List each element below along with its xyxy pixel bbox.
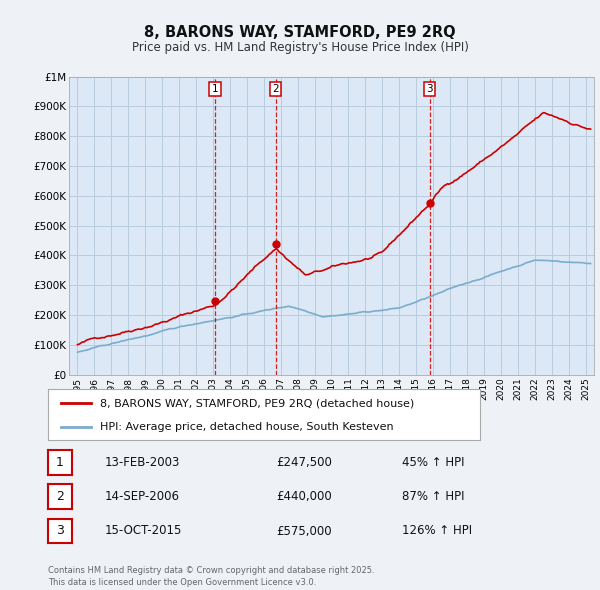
Text: 8, BARONS WAY, STAMFORD, PE9 2RQ (detached house): 8, BARONS WAY, STAMFORD, PE9 2RQ (detach… [100,398,414,408]
Text: 1: 1 [56,456,64,469]
Text: £440,000: £440,000 [276,490,332,503]
Text: 45% ↑ HPI: 45% ↑ HPI [402,456,464,469]
Text: £575,000: £575,000 [276,525,332,537]
Text: Price paid vs. HM Land Registry's House Price Index (HPI): Price paid vs. HM Land Registry's House … [131,41,469,54]
Text: 14-SEP-2006: 14-SEP-2006 [105,490,180,503]
Text: 13-FEB-2003: 13-FEB-2003 [105,456,181,469]
Text: Contains HM Land Registry data © Crown copyright and database right 2025.
This d: Contains HM Land Registry data © Crown c… [48,566,374,587]
Text: £247,500: £247,500 [276,456,332,469]
Text: 126% ↑ HPI: 126% ↑ HPI [402,525,472,537]
Text: 15-OCT-2015: 15-OCT-2015 [105,525,182,537]
Text: 87% ↑ HPI: 87% ↑ HPI [402,490,464,503]
Text: 2: 2 [272,84,279,94]
Text: 3: 3 [426,84,433,94]
Text: 8, BARONS WAY, STAMFORD, PE9 2RQ: 8, BARONS WAY, STAMFORD, PE9 2RQ [144,25,456,40]
Text: HPI: Average price, detached house, South Kesteven: HPI: Average price, detached house, Sout… [100,422,394,432]
Text: 3: 3 [56,525,64,537]
Text: 1: 1 [212,84,218,94]
Text: 2: 2 [56,490,64,503]
